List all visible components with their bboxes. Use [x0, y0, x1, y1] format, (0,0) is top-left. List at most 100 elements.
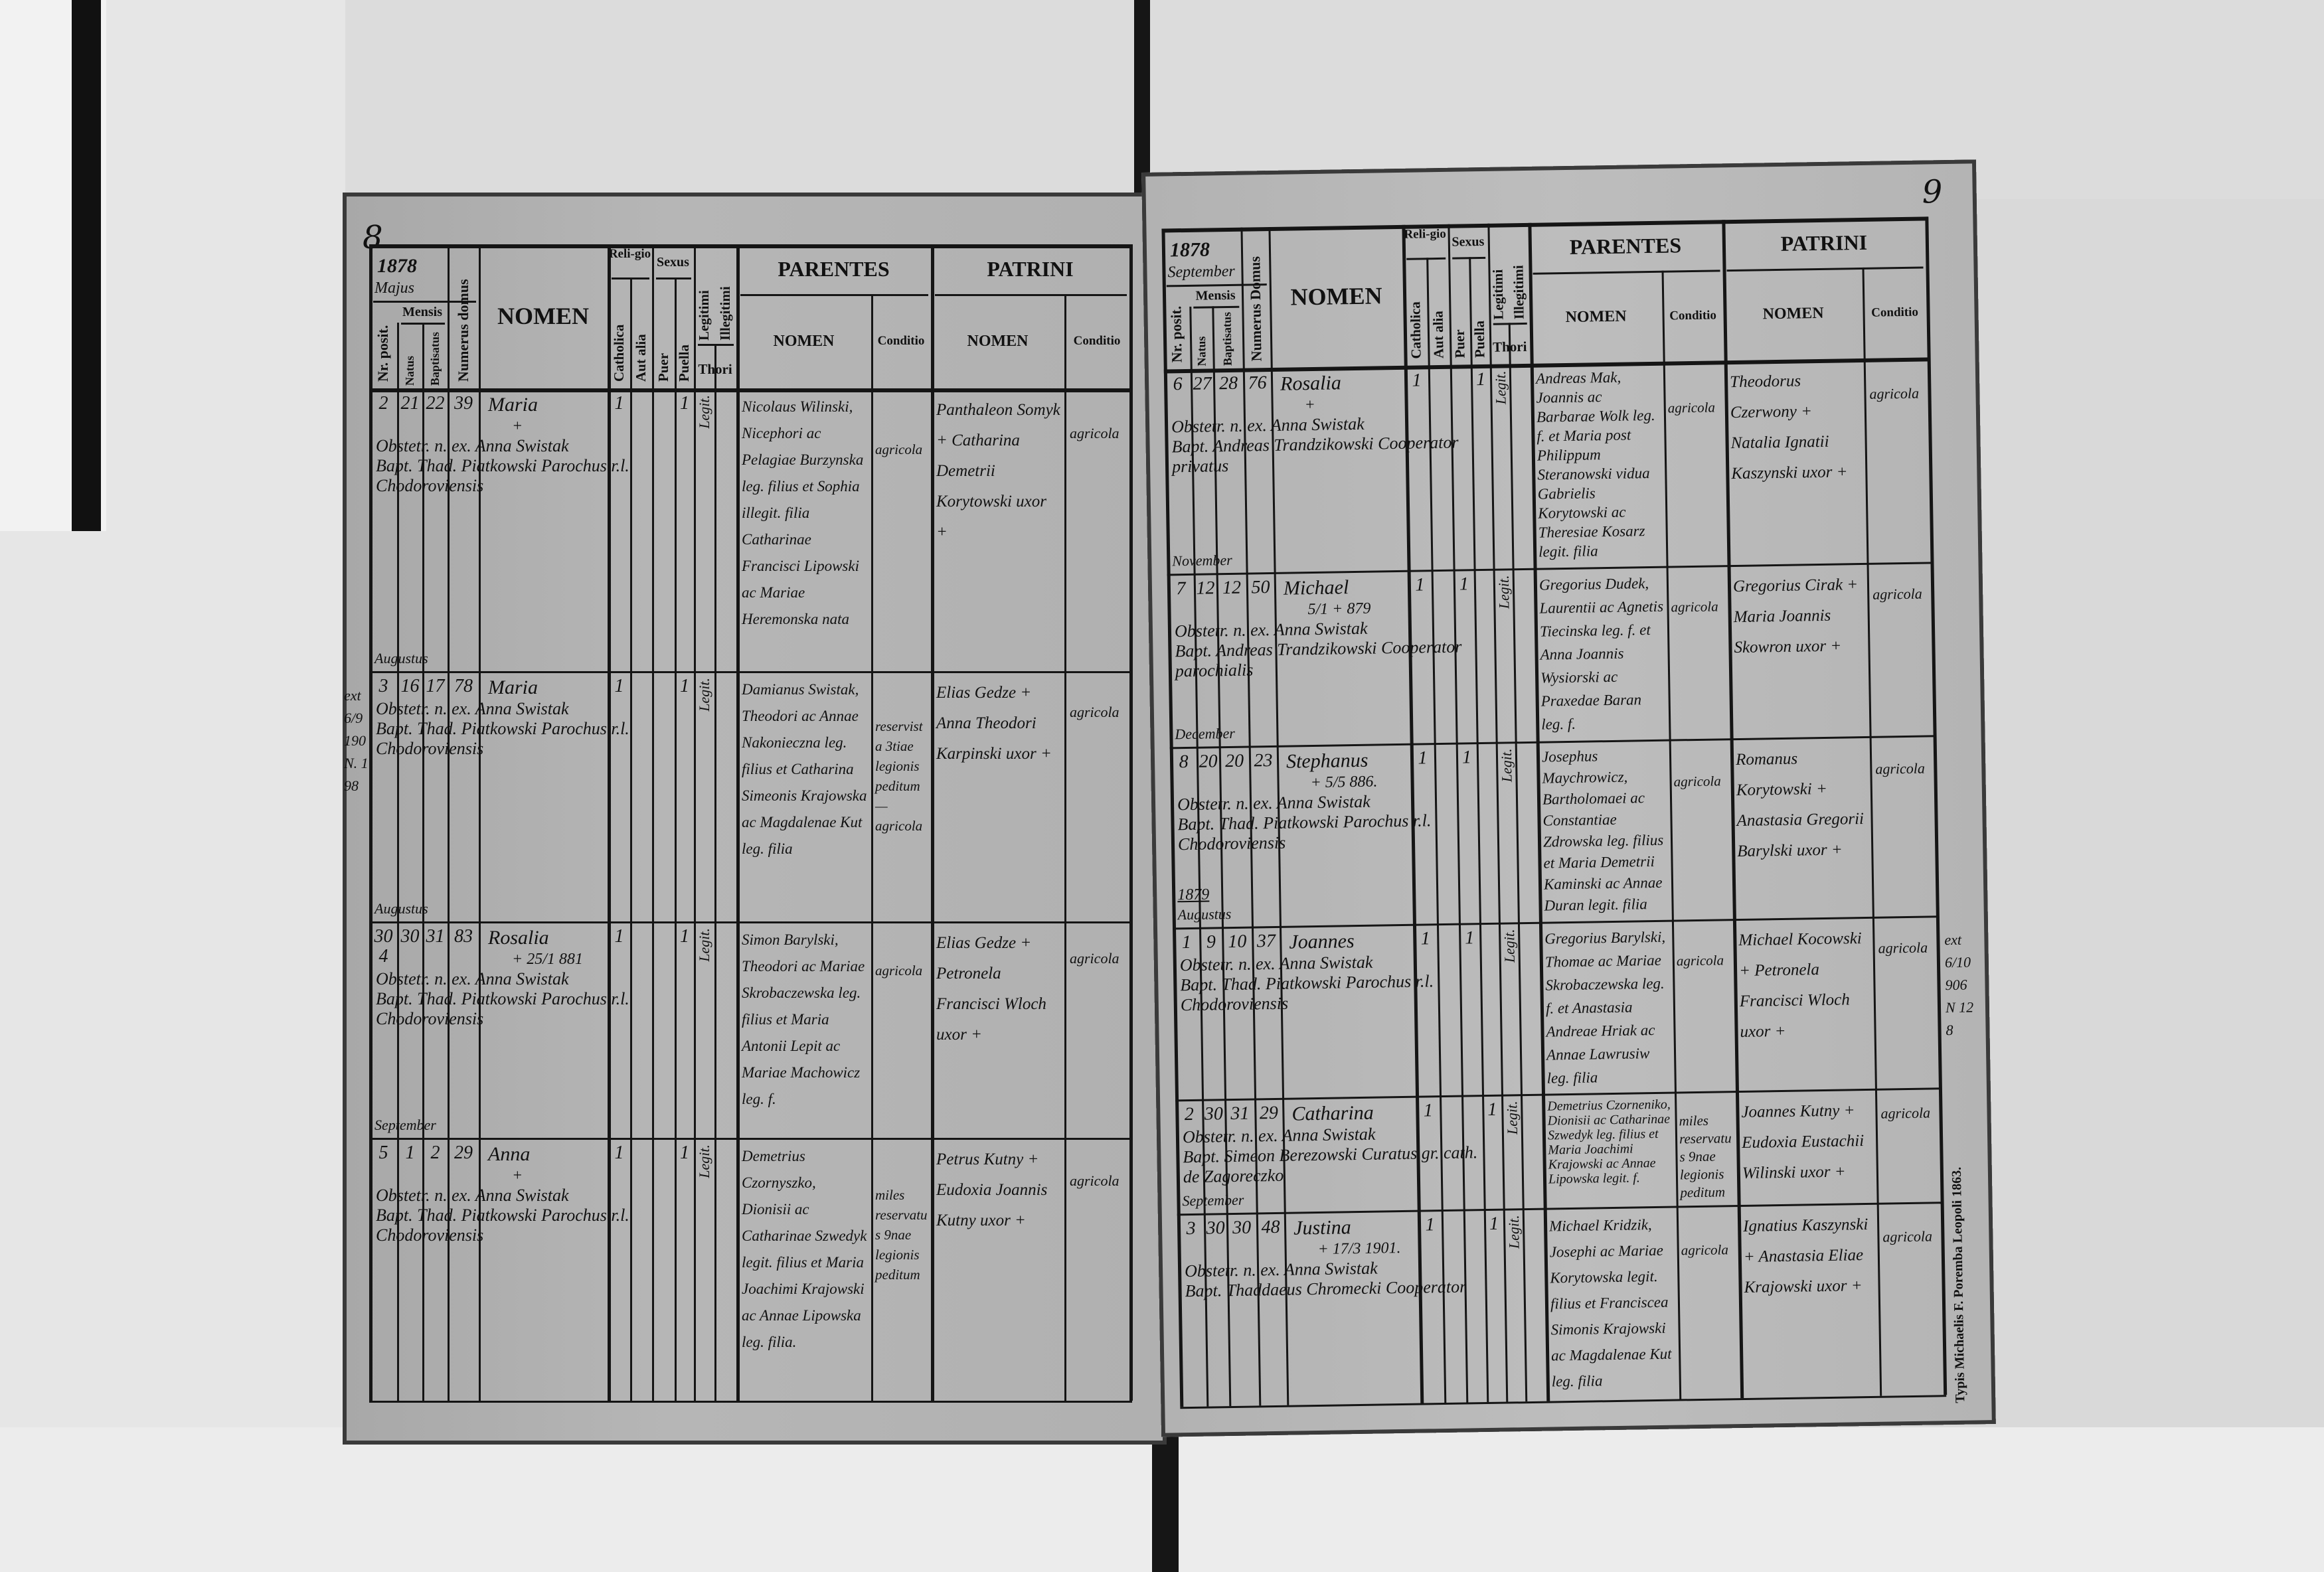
entry-patrini-conditio: agricola: [1872, 585, 1922, 603]
column-rule: [714, 344, 716, 1401]
entry-death-note: 5/1 + 879: [1307, 599, 1371, 619]
entry-patrini-conditio: agricola: [1869, 384, 1920, 402]
header-nomen: NOMEN: [497, 303, 589, 329]
entry-domus: 83: [454, 926, 473, 947]
header-subrule: [740, 294, 928, 296]
entry-natus: 30: [400, 926, 420, 947]
header-subrule: [401, 323, 445, 325]
entry-parentes: Simon Barylski, Theodori ac Mariae Skrob…: [742, 931, 865, 1107]
entry-left-block: Anna + Obstetr. n. ex. Anna Swistak Bapt. T…: [376, 1143, 689, 1245]
entry-patrini: Petrus Kutny + Eudoxia Joannis Kutny uxo…: [936, 1150, 1048, 1229]
entry-nomen: Justina: [1293, 1216, 1352, 1239]
column-rule: [448, 244, 450, 1401]
entry-parentes: Gregorius Barylski, Thomae ac Mariae Skr…: [1544, 928, 1666, 1087]
header-subrule: [935, 294, 1127, 296]
table-header-rule: [369, 388, 1132, 392]
entry-patrini: Ignatius Kaszynski + Anastasia Eliae Kra…: [1742, 1215, 1868, 1297]
entry-patrini-conditio: agricola: [1882, 1227, 1933, 1245]
header-baptisatus: Baptisatus: [428, 331, 442, 386]
page-number: 8: [363, 219, 383, 256]
entry-nomen: Michael: [1283, 576, 1349, 599]
entry-death-note: + 5/5 886.: [1310, 773, 1378, 792]
entry-thori: Legit.: [1505, 1215, 1523, 1249]
entry-nomen: Maria: [488, 394, 538, 416]
entry-death-note: +: [512, 1167, 523, 1184]
year-label: 1879: [1177, 886, 1210, 904]
column-rule: [630, 277, 632, 1401]
header-subrule: [656, 277, 691, 279]
header-natus: Natus: [1195, 336, 1208, 366]
header-parentes: PARENTES: [1569, 233, 1682, 259]
entry-thori: Legit.: [1501, 929, 1518, 963]
entry-baptizans: Bapt. Thaddaeus Chromecki Cooperator: [1185, 1277, 1467, 1301]
entry-nr: 30 4: [374, 926, 393, 967]
entry-obstetrix: Obstetr. n. ex. Anna Swistak: [376, 699, 569, 718]
entry-baptizans: Bapt. Andreas Trandzikowski Cooperator p…: [1175, 637, 1462, 681]
month-label: Augustus: [374, 900, 428, 917]
column-rule: [369, 244, 373, 1401]
entry-left-block: Joannes Obstetr. n. ex. Anna Swistak Bapt.…: [1179, 928, 1495, 1015]
entry-patrini: Elias Gedze + Anna Theodori Karpinski ux…: [936, 684, 1052, 763]
entry-baptizans: Bapt. Thad. Piatkowski Parochus r.l. Cho…: [376, 456, 629, 495]
entry-baptisatus: 2: [430, 1142, 440, 1163]
month-label: Augustus: [374, 650, 428, 667]
entry-patrini: Panthaleon Somyk + Catharina Demetrii Ko…: [936, 401, 1060, 541]
entry-puella: 1: [680, 676, 689, 696]
entry-obstetrix: Obstetr. n. ex. Anna Swistak: [376, 969, 569, 988]
entry-patrini-conditio: agricola: [1070, 425, 1120, 441]
header-puella: Puella: [1471, 320, 1488, 358]
header-year: 1878: [377, 255, 417, 277]
header-patrini-nomen: NOMEN: [967, 333, 1029, 350]
header-natus: Natus: [403, 355, 416, 386]
entry-catholica: 1: [614, 926, 624, 947]
column-rule: [608, 244, 611, 1401]
entry-parentes-conditio: agricola: [875, 441, 923, 457]
entry-parentes: Andreas Mak, Joannis ac Barbarae Wolk le…: [1535, 368, 1655, 560]
entry-left-block: Maria + Obstetr. n. ex. Anna Swistak Bapt. …: [376, 394, 689, 496]
column-rule: [479, 244, 481, 1401]
entry-puella: 1: [680, 926, 689, 947]
page-number: 9: [1922, 173, 1943, 211]
register-page-right: 9 1878 September Mensis Nr. posit. Natus Bapti…: [1141, 159, 1996, 1437]
month-label: September: [1182, 1191, 1244, 1210]
entry-thori: Legit.: [696, 678, 712, 712]
entry-nomen: Maria: [488, 676, 538, 698]
entry-patrini-conditio: agricola: [1070, 704, 1120, 720]
entry-patrini: Theodorus Czerwony + Natalia Ignatii Kas…: [1729, 372, 1848, 483]
header-thori: Thori: [1492, 338, 1527, 355]
header-numerus-domus: Numerus Domus: [1246, 256, 1265, 362]
entry-baptizans: Bapt. Simeon Berezowski Curatus gr. cath…: [1183, 1142, 1478, 1187]
header-puer: Puer: [1451, 329, 1468, 358]
header-baptisatus: Baptisatus: [1220, 311, 1234, 366]
entry-parentes: Demetrius Czorneniko, Dionisii ac Cathar…: [1547, 1097, 1671, 1187]
entry-obstetrix: Obstetr. n. ex. Anna Swistak: [376, 436, 569, 455]
entry-parentes-conditio: agricola: [875, 963, 923, 979]
header-subrule: [373, 301, 476, 303]
entry-thori: Legit.: [1497, 748, 1515, 783]
entry-thori: Legit.: [696, 1144, 712, 1178]
entry-patrini: Romanus Korytowski + Anastasia Gregorii …: [1735, 749, 1865, 861]
table-top-rule: [369, 244, 1132, 248]
entry-patrini: Joannes Kutny + Eudoxia Eustachii Wilins…: [1741, 1101, 1865, 1182]
header-parentes-nomen: NOMEN: [1565, 307, 1627, 326]
entry-left-block: Stephanus + 5/5 886. Obstetr. n. ex. Anna …: [1177, 747, 1492, 854]
entry-parentes-conditio: agricola: [1676, 952, 1724, 969]
entry-catholica: 1: [614, 393, 624, 414]
entry-thori: Legit.: [696, 395, 712, 429]
entry-natus: 1: [405, 1142, 415, 1163]
header-illegitimi: Illegitimi: [717, 286, 733, 341]
entry-natus: 21: [400, 393, 420, 414]
entry-patrini: Michael Kocowski + Petronela Francisci W…: [1738, 929, 1862, 1041]
month-label: November: [1172, 551, 1232, 570]
column-rule: [931, 244, 934, 1401]
entry-puella: 1: [680, 1142, 689, 1163]
entry-baptizans: Bapt. Thad. Piatkowski Parochus r.l. Cho…: [376, 1206, 629, 1245]
column-rule: [652, 244, 654, 1401]
entry-thori: Legit.: [1495, 575, 1513, 609]
entry-baptizans: Bapt. Thad. Piatkowski Parochus r.l. Cho…: [1177, 811, 1432, 854]
entry-death-note: + 25/1 881: [512, 951, 583, 968]
margin-note: ext 6/10 906 N 128: [1944, 931, 1974, 1039]
entry-parentes-conditio: miles reservatus 9nae legionis peditum: [1679, 1112, 1732, 1201]
register-page-left: 8 1878 Majus Mensis Nr. posit. Natus Baptisatu…: [343, 193, 1167, 1445]
header-subrule: [698, 344, 734, 346]
